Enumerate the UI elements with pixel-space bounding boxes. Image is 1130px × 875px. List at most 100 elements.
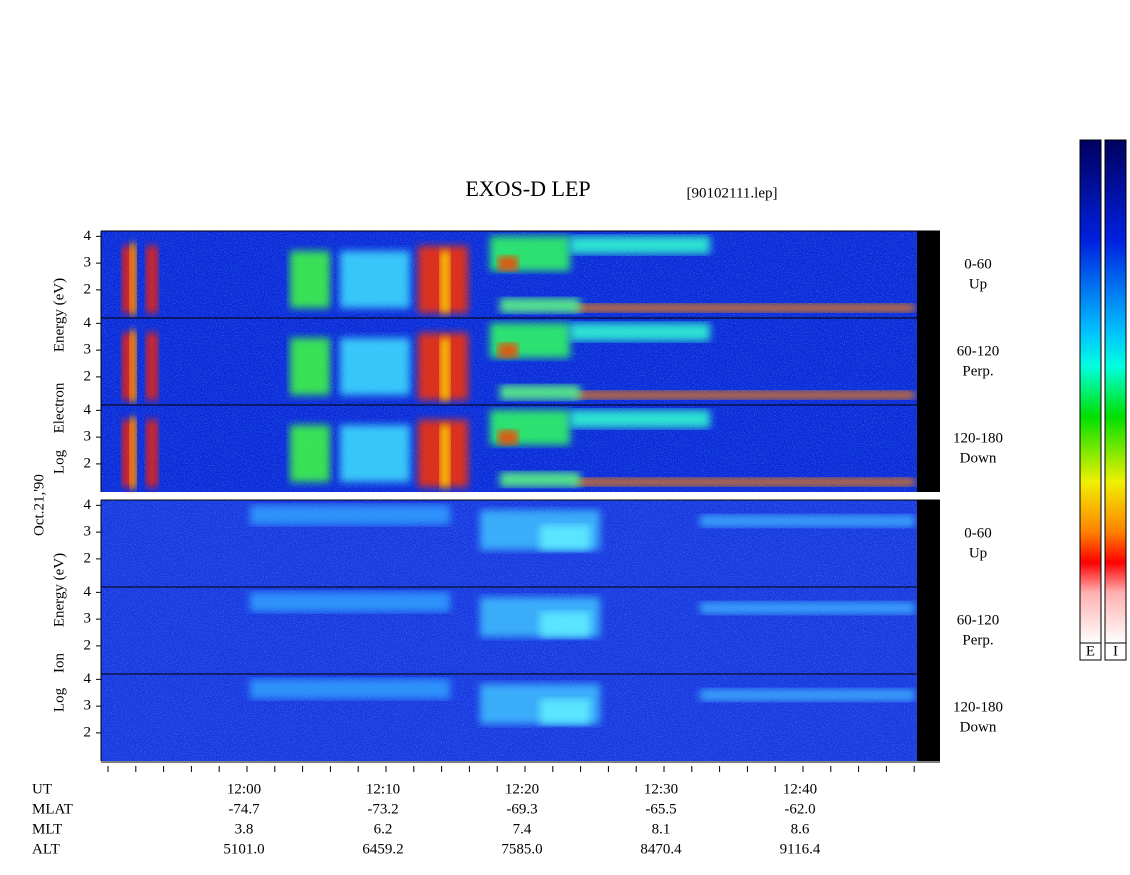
row-value: 12:30 — [644, 781, 678, 797]
row-value: 6459.2 — [362, 841, 403, 857]
panel-range: 0-60 — [964, 256, 992, 272]
row-value: 7585.0 — [501, 841, 542, 857]
spectrogram-feature — [498, 343, 518, 358]
row-value: 12:10 — [366, 781, 400, 797]
spectrogram — [101, 231, 940, 318]
colorbar-label: I — [1113, 643, 1118, 659]
spectrogram-feature — [700, 515, 915, 527]
spectrogram — [101, 587, 940, 674]
row-value: -73.2 — [367, 801, 398, 817]
spectrogram-feature — [290, 425, 330, 482]
y-tick-label: 4 — [84, 584, 92, 600]
spectrogram-feature — [146, 333, 158, 400]
row-label: MLT — [32, 821, 62, 837]
row-value: 12:40 — [783, 781, 817, 797]
spectrogram-feature — [290, 251, 330, 308]
panel-range: 60-120 — [957, 612, 1000, 628]
spectrogram-edge — [917, 231, 940, 318]
row-value: 5101.0 — [223, 841, 264, 857]
spectrogram-feature — [498, 256, 518, 271]
title: EXOS-D LEP — [465, 176, 590, 201]
row-value: 7.4 — [513, 821, 532, 837]
spectrogram — [101, 500, 940, 587]
y-tick-label: 3 — [84, 698, 92, 714]
spectrogram-feature — [130, 417, 136, 489]
spectrogram-edge — [917, 674, 940, 761]
row-value: 12:00 — [227, 781, 261, 797]
spectrogram-feature — [250, 592, 450, 612]
spectrogram-feature — [340, 425, 410, 482]
row-value: 6.2 — [374, 821, 393, 837]
row-value: 12:20 — [505, 781, 539, 797]
spectrogram-feature — [130, 330, 136, 402]
row-value: -69.3 — [506, 801, 537, 817]
spectrogram-feature — [440, 425, 450, 487]
y-axis-label: Log — [51, 687, 67, 712]
panel-direction: Up — [969, 276, 987, 292]
y-tick-label: 2 — [84, 281, 92, 297]
spectrogram-feature — [130, 243, 136, 315]
spectrogram-edge — [917, 500, 940, 587]
y-tick-label: 2 — [84, 550, 92, 566]
panel-direction: Perp. — [962, 363, 993, 379]
spectrogram — [101, 405, 940, 492]
y-axis-label: Log — [51, 449, 67, 474]
row-value: 8470.4 — [640, 841, 682, 857]
spectrogram-edge — [917, 405, 940, 492]
y-tick-label: 2 — [84, 455, 92, 471]
y-tick-label: 3 — [84, 255, 92, 271]
spectrogram-feature — [575, 391, 915, 399]
row-label: ALT — [32, 841, 60, 857]
spectrogram-feature — [570, 410, 710, 428]
row-value: 3.8 — [235, 821, 254, 837]
spectrogram-feature — [570, 323, 710, 341]
colorbar-label-box — [1104, 642, 1127, 661]
y-tick-label: 3 — [84, 611, 92, 627]
row-value: 8.6 — [791, 821, 810, 837]
colorbar — [1079, 139, 1102, 644]
panel-range: 60-120 — [957, 343, 1000, 359]
spectrogram-feature — [540, 612, 590, 637]
spectrogram-feature — [250, 679, 450, 699]
row-value: 9116.4 — [780, 841, 821, 857]
y-tick-label: 2 — [84, 368, 92, 384]
panel-range: 120-180 — [953, 699, 1003, 715]
spectrogram-feature — [570, 236, 710, 254]
y-axis-label: Energy (eV) — [51, 553, 67, 627]
spectrogram-feature — [146, 246, 158, 313]
colorbar — [1104, 139, 1127, 644]
y-tick-label: 4 — [84, 671, 92, 687]
spectrogram-feature — [700, 689, 915, 701]
spectrogram-feature — [440, 251, 450, 313]
y-axis-label: Energy (eV) — [51, 278, 67, 352]
spectrogram-feature — [340, 338, 410, 395]
row-value: -62.0 — [784, 801, 815, 817]
y-axis-label: Ion — [51, 653, 67, 673]
spectrogram-edge — [917, 587, 940, 674]
panel-direction: Down — [960, 719, 997, 735]
spectrogram — [101, 674, 940, 761]
spectrogram-feature — [290, 338, 330, 395]
spectrogram-feature — [500, 385, 580, 400]
spectrogram-feature — [498, 430, 518, 445]
panel-range: 120-180 — [953, 430, 1003, 446]
panel-direction: Down — [960, 450, 997, 466]
row-value: 8.1 — [652, 821, 671, 837]
spectrogram-feature — [575, 304, 915, 312]
row-value: -74.7 — [228, 801, 260, 817]
file-name: [90102111.lep] — [687, 185, 778, 201]
y-tick-label: 2 — [84, 637, 92, 653]
panel-range: 0-60 — [964, 525, 992, 541]
spectrogram-feature — [250, 505, 450, 525]
y-tick-label: 4 — [84, 315, 92, 331]
y-tick-label: 2 — [84, 724, 92, 740]
spectrogram-feature — [540, 699, 590, 724]
panel-direction: Up — [969, 545, 987, 561]
y-tick-label: 3 — [84, 342, 92, 358]
y-tick-label: 3 — [84, 429, 92, 445]
colorbar-label: E — [1086, 643, 1095, 659]
spectrogram-feature — [700, 602, 915, 614]
panel-direction: Perp. — [962, 632, 993, 648]
spectrogram-feature — [575, 478, 915, 486]
